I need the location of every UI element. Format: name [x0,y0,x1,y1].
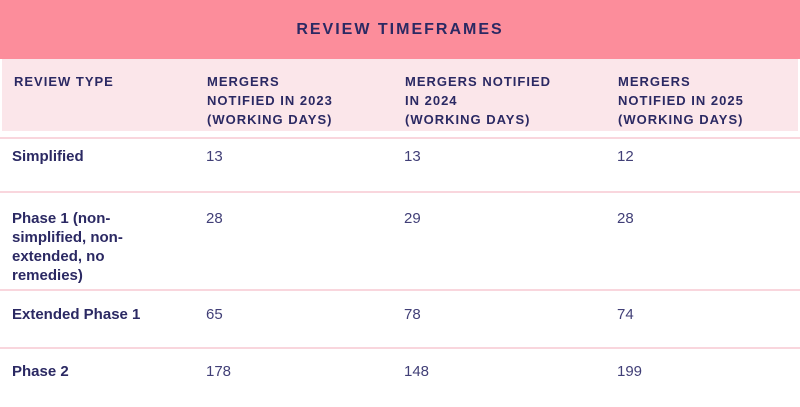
cell-value-2024: 13 [404,148,421,165]
table-row-phase2: Phase 2 178 148 199 [0,347,800,407]
cell-value-2024: 78 [404,306,421,323]
table-row-extended-phase1: Extended Phase 1 65 78 74 [0,289,800,347]
cell-value-2025: 74 [617,306,634,323]
table-row-simplified: Simplified 13 13 12 [0,137,800,191]
table-title: REVIEW TIMEFRAMES [296,20,504,38]
cell-value-2023: 28 [206,210,223,227]
row-label: Simplified [12,148,84,165]
row-label: Phase 1 (non- simplified, non- extended,… [12,210,123,284]
cell-value-2023: 13 [206,148,223,165]
cell-value-2025: 12 [617,148,634,165]
table-body: Simplified 13 13 12 Phase 1 (non- simpli… [0,137,800,407]
cell-value-2025: 28 [617,210,634,227]
row-label: Phase 2 [12,363,69,380]
table-row-phase1: Phase 1 (non- simplified, non- extended,… [0,191,800,289]
column-header-review-type: REVIEW TYPE [14,74,114,89]
cell-value-2024: 29 [404,210,421,227]
title-bar: REVIEW TIMEFRAMES [0,0,800,59]
row-label: Extended Phase 1 [12,306,141,323]
column-header-row: REVIEW TYPE MERGERS NOTIFIED IN 2023 (WO… [2,59,798,131]
cell-value-2023: 178 [206,363,232,380]
column-header-2024: MERGERS NOTIFIED IN 2024 (WORKING DAYS) [405,74,552,127]
cell-value-2024: 148 [404,363,430,380]
cell-value-2025: 199 [617,363,643,380]
cell-value-2023: 65 [206,306,223,323]
column-header-2023: MERGERS NOTIFIED IN 2023 (WORKING DAYS) [207,74,333,127]
column-header-2025: MERGERS NOTIFIED IN 2025 (WORKING DAYS) [618,74,744,127]
